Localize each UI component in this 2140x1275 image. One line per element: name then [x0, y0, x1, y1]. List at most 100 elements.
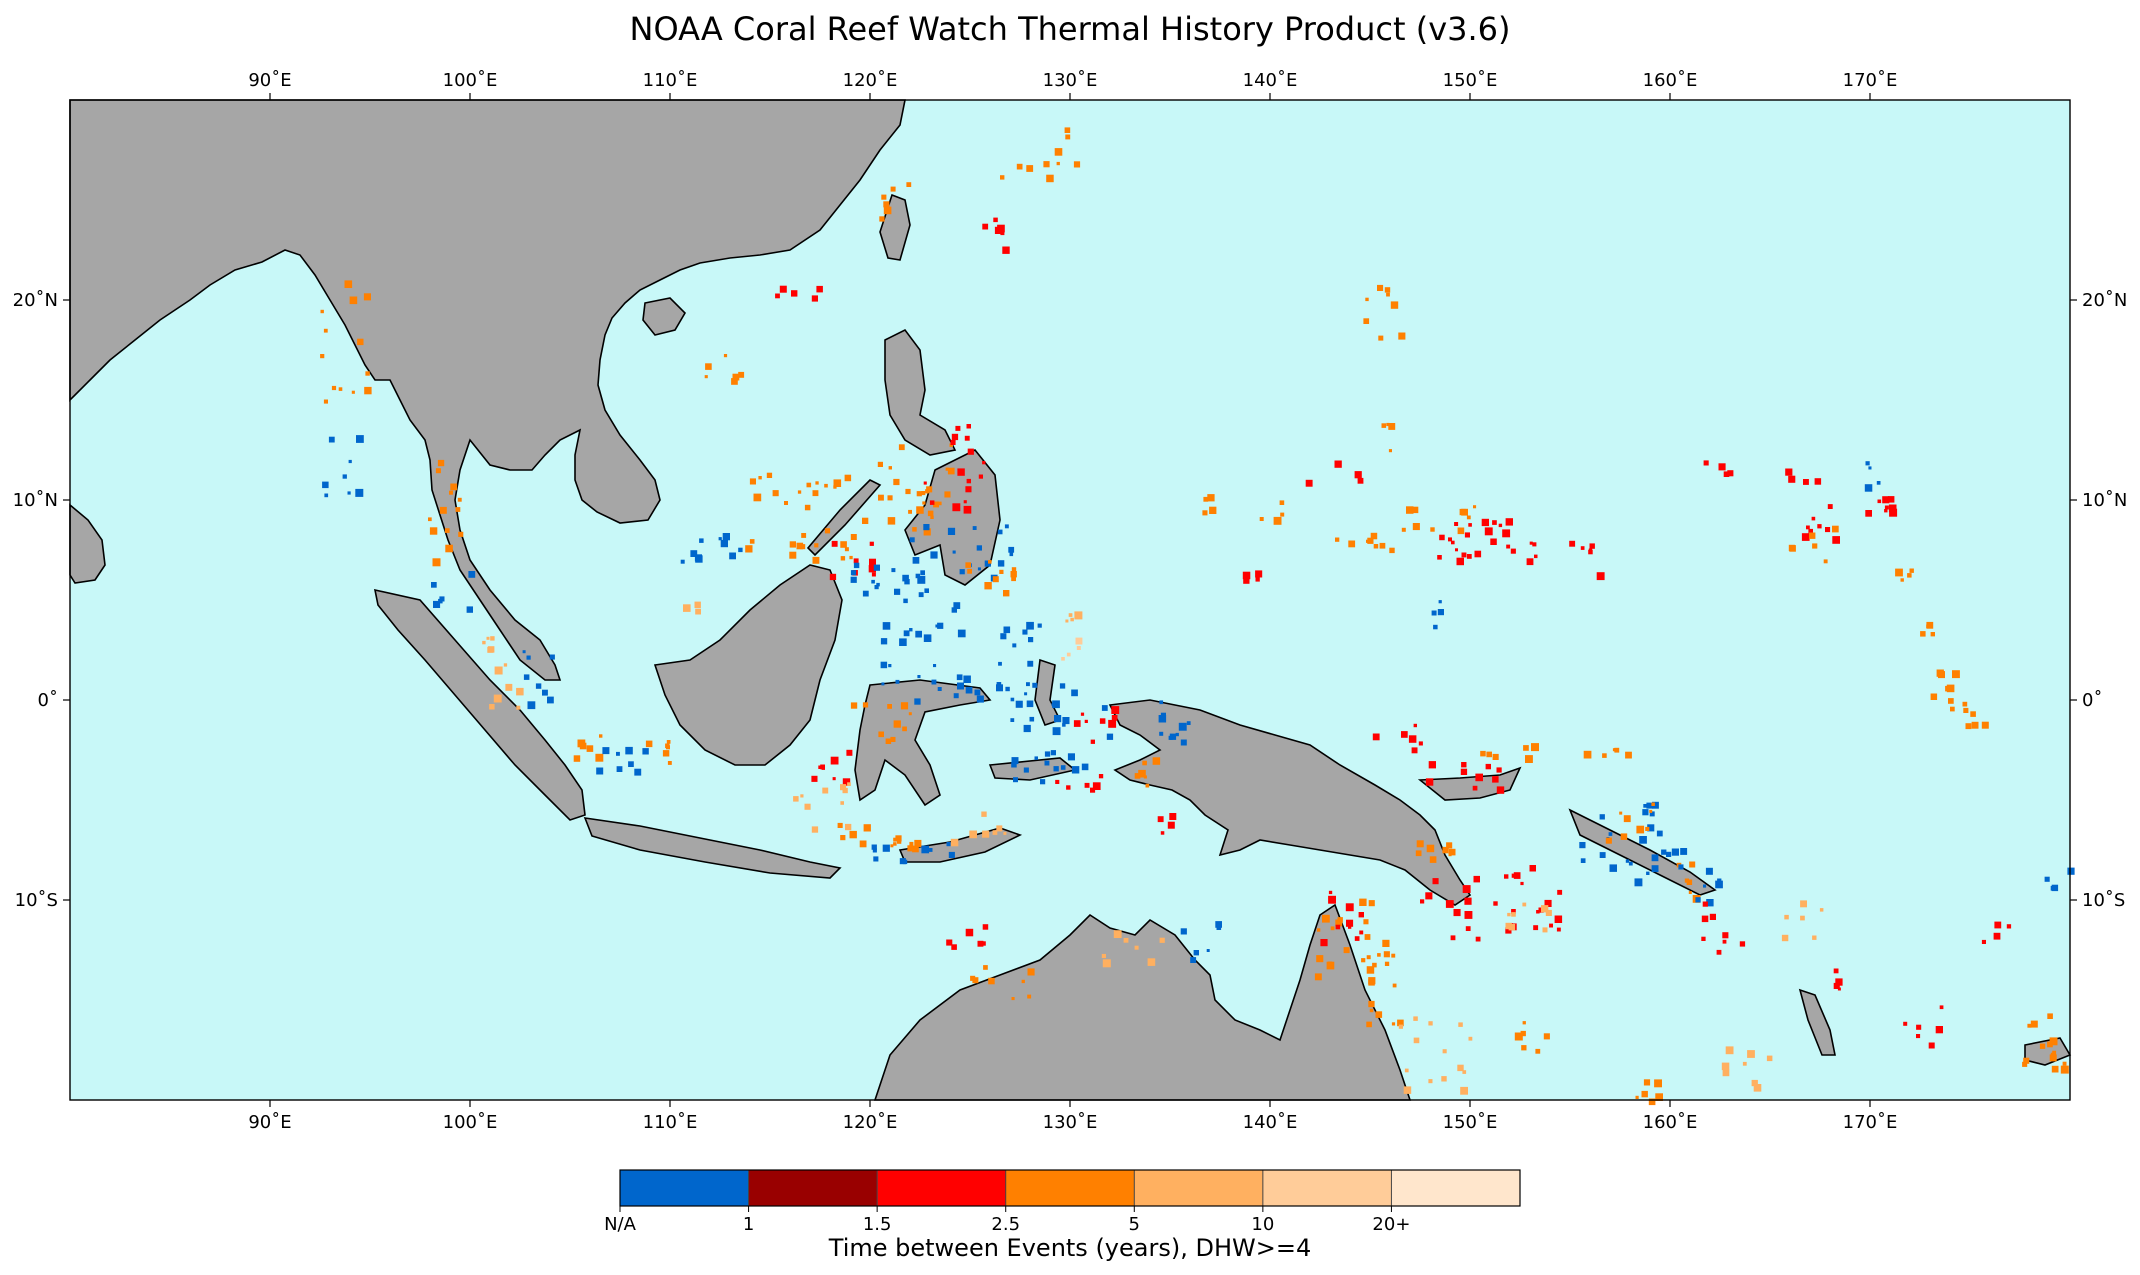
reef-point	[842, 778, 851, 786]
reef-point	[983, 965, 988, 970]
reef-point	[1365, 297, 1369, 302]
reef-point	[1401, 527, 1406, 532]
reef-point	[1625, 751, 1632, 759]
reef-point	[873, 564, 880, 571]
reef-point	[1159, 937, 1165, 943]
reef-point	[1092, 782, 1101, 790]
lon-tick-label-top: 140˚E	[1243, 70, 1298, 91]
reef-point	[1377, 953, 1381, 957]
reef-point	[1065, 619, 1069, 623]
colorbar-bin	[1262, 1170, 1392, 1206]
reef-point	[868, 565, 876, 573]
reef-point	[1016, 163, 1023, 170]
reef-point	[970, 975, 976, 981]
reef-point	[951, 944, 957, 950]
reef-point	[1643, 1079, 1651, 1086]
reef-point	[749, 539, 755, 544]
reef-point	[895, 679, 900, 684]
reef-point	[1971, 721, 1979, 729]
reef-point	[1634, 878, 1643, 887]
reef-point	[1123, 937, 1129, 943]
reef-point	[322, 481, 329, 489]
reef-point	[1366, 955, 1371, 960]
reef-point	[972, 977, 979, 984]
reef-point	[1027, 701, 1032, 706]
reef-point	[978, 474, 983, 479]
lat-tick-label-right: 20˚N	[2082, 290, 2127, 311]
reef-point	[1203, 496, 1209, 502]
map-ticks: 90˚E 90˚E 100˚E 100˚E 110˚E 110˚E 120˚E 120˚E 13…	[13, 70, 2128, 1133]
reef-point	[1468, 1036, 1473, 1041]
reef-point	[342, 474, 347, 479]
reef-point	[937, 687, 942, 691]
reef-point	[1803, 479, 1809, 485]
reef-point	[1216, 925, 1222, 930]
reef-point	[1428, 1079, 1433, 1084]
reef-point	[445, 544, 453, 553]
reef-point	[908, 509, 912, 514]
reef-point	[1661, 849, 1667, 855]
reef-point	[853, 558, 859, 564]
reef-point	[1531, 743, 1539, 752]
reef-point	[1363, 318, 1370, 324]
reef-point	[1635, 1095, 1639, 1099]
reef-point	[1003, 831, 1007, 835]
reef-point	[862, 702, 869, 708]
reef-point	[1507, 912, 1511, 917]
reef-point	[616, 751, 620, 756]
reef-point	[789, 551, 797, 559]
reef-point	[1280, 512, 1285, 517]
reef-point	[1723, 471, 1730, 477]
reef-point	[1178, 722, 1187, 731]
reef-point	[1505, 922, 1512, 930]
reef-point	[705, 363, 712, 370]
reef-point	[547, 696, 554, 704]
reef-point	[931, 679, 937, 685]
reef-point	[895, 835, 902, 842]
reef-point	[1475, 773, 1483, 782]
reef-point	[526, 655, 531, 660]
reef-point	[815, 481, 819, 485]
reef-point	[1703, 460, 1709, 466]
lon-tick-label-top: 150˚E	[1443, 70, 1498, 91]
reef-point	[1111, 706, 1120, 714]
reef-point	[824, 528, 831, 534]
reef-point	[956, 674, 963, 681]
reef-point	[349, 296, 358, 305]
reef-point	[1022, 629, 1028, 635]
reef-point	[893, 478, 900, 486]
reef-point	[1062, 723, 1066, 727]
reef-point	[527, 701, 536, 710]
reef-point	[1884, 505, 1889, 510]
reef-point	[1375, 1011, 1383, 1018]
reef-point	[1946, 684, 1955, 693]
reef-point	[2044, 876, 2050, 882]
reef-point	[1113, 930, 1122, 938]
reef-point	[523, 674, 530, 680]
reef-point	[1134, 773, 1141, 779]
reef-point	[1709, 913, 1716, 920]
reef-point	[1895, 568, 1903, 577]
reef-point	[946, 842, 951, 847]
reef-point	[952, 550, 956, 554]
reef-point	[1889, 508, 1898, 517]
reef-point	[1377, 284, 1384, 291]
reef-point	[1490, 538, 1497, 545]
reef-point	[1446, 842, 1453, 849]
reef-point	[1326, 961, 1335, 970]
reef-point	[804, 504, 811, 511]
reef-point	[1202, 510, 1208, 516]
reef-point	[1102, 959, 1111, 968]
colorbar-tick-label: 10	[1251, 1214, 1274, 1235]
colorbar-tick-label: 1.5	[863, 1214, 892, 1235]
reef-point	[758, 476, 762, 480]
reef-point	[1510, 548, 1516, 554]
lon-tick-label-top: 160˚E	[1643, 70, 1698, 91]
island-java	[583, 817, 842, 879]
reef-point	[1437, 555, 1442, 560]
reef-point	[887, 704, 892, 709]
reef-point	[468, 571, 476, 578]
reef-point	[1044, 751, 1051, 757]
reef-point	[1962, 701, 1968, 707]
colorbar-tick-label: 2.5	[991, 1214, 1020, 1235]
